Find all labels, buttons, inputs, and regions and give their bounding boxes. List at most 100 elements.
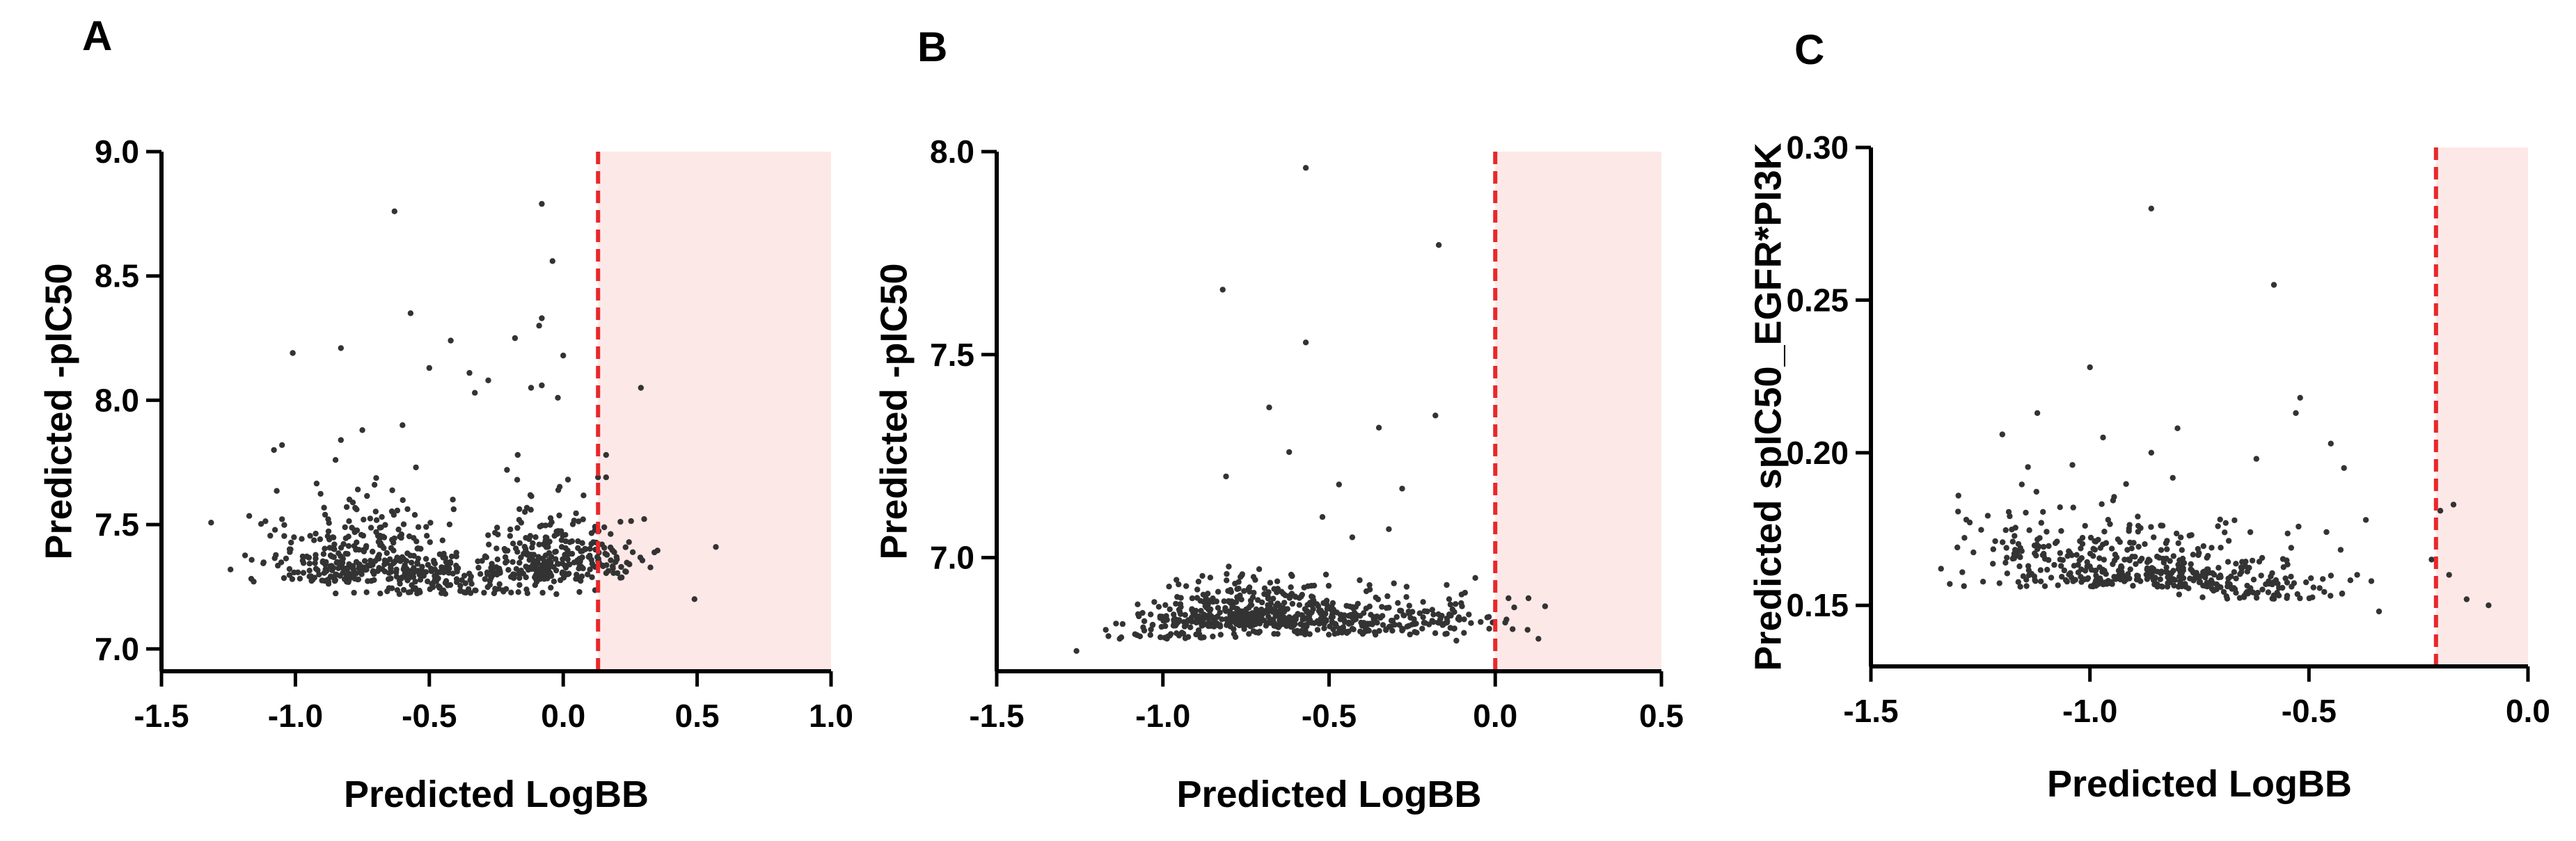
data-point	[2151, 534, 2157, 540]
data-point	[2233, 561, 2239, 567]
data-point	[331, 546, 338, 552]
data-point	[2009, 538, 2016, 545]
data-point	[2163, 568, 2169, 575]
data-point	[313, 552, 319, 558]
data-point	[2173, 530, 2180, 537]
data-point	[1386, 526, 1392, 532]
data-point	[331, 578, 338, 584]
data-point	[1289, 600, 1296, 607]
data-point	[560, 352, 567, 359]
data-point	[610, 563, 616, 570]
data-point	[1990, 546, 1996, 552]
data-point	[1261, 585, 1268, 591]
data-point	[327, 552, 334, 559]
data-point	[349, 524, 355, 531]
data-point	[1461, 616, 1467, 623]
data-point	[426, 365, 432, 371]
data-point	[1174, 577, 1180, 583]
data-point	[2258, 572, 2264, 579]
data-point	[1453, 637, 1460, 644]
data-point	[1301, 584, 1307, 591]
data-point	[287, 546, 294, 552]
data-point	[516, 582, 523, 588]
data-point	[439, 537, 445, 543]
data-point	[2269, 570, 2275, 577]
data-point	[400, 497, 406, 504]
data-point	[595, 474, 601, 481]
data-point	[394, 507, 401, 514]
data-point	[507, 533, 513, 539]
y-axis-title: Predicted spIC50_EGFR*PI3K	[1747, 143, 1789, 671]
data-point	[2265, 589, 2272, 595]
data-point	[360, 547, 366, 554]
data-point	[1422, 620, 1428, 626]
data-point	[334, 559, 340, 566]
data-point	[617, 575, 624, 581]
y-tick-label: 7.5	[930, 337, 974, 373]
data-point	[555, 528, 562, 534]
data-point	[446, 566, 452, 572]
data-point	[299, 553, 306, 560]
data-point	[1947, 581, 1953, 587]
data-point	[2284, 557, 2290, 563]
data-point	[637, 554, 644, 561]
data-point	[1189, 595, 1196, 602]
data-point	[368, 562, 374, 569]
data-point	[553, 591, 560, 598]
y-ticks: 0.15 0.20 0.25 0.30	[1786, 129, 1871, 623]
data-point	[1180, 630, 1187, 637]
data-point	[1219, 287, 1226, 293]
data-point	[1299, 627, 1305, 634]
data-point	[564, 476, 571, 483]
data-point	[466, 369, 473, 376]
data-point	[420, 572, 427, 579]
data-point	[424, 533, 430, 539]
data-point	[516, 575, 523, 582]
data-point	[1399, 486, 1405, 492]
data-point	[300, 570, 307, 576]
data-point	[390, 560, 397, 567]
data-point	[2376, 608, 2383, 615]
data-point	[1420, 599, 1426, 605]
data-point	[2099, 501, 2105, 507]
data-point	[1167, 606, 1173, 613]
data-point	[493, 564, 500, 570]
data-point	[357, 568, 364, 575]
data-point	[1250, 628, 1257, 634]
scatter-panel-a: -1.5 -1.0 -0.5 0.0 0.5 1.0 7.07.58.08.59.0 A …	[38, 13, 853, 815]
data-point	[313, 530, 319, 537]
data-point	[1267, 617, 1274, 623]
data-point	[2075, 569, 2082, 576]
data-point	[248, 556, 255, 563]
data-point	[398, 534, 404, 541]
data-point	[2450, 502, 2457, 508]
data-point	[2200, 569, 2206, 575]
data-point	[1524, 627, 1531, 633]
data-point	[2178, 570, 2185, 577]
data-point	[562, 531, 569, 538]
data-point	[2092, 568, 2099, 574]
data-point	[2058, 563, 2064, 569]
data-point	[691, 596, 697, 602]
data-point	[588, 540, 594, 547]
data-point	[576, 588, 583, 595]
data-point	[370, 568, 377, 575]
data-point	[2354, 572, 2360, 578]
data-point	[1978, 527, 1984, 533]
data-point	[2308, 575, 2314, 582]
data-point	[409, 582, 415, 588]
data-point	[278, 559, 285, 566]
data-point	[1163, 613, 1169, 619]
data-point	[1162, 602, 1169, 608]
data-point	[610, 570, 617, 576]
data-point	[1205, 591, 1211, 597]
data-point	[2123, 481, 2129, 487]
data-point	[2044, 566, 2050, 573]
data-point	[1233, 599, 1240, 605]
data-point	[2275, 593, 2282, 599]
data-point	[273, 552, 279, 559]
data-point	[377, 591, 384, 597]
data-point	[1178, 595, 1184, 601]
data-point	[1199, 623, 1205, 629]
data-point	[1119, 620, 1126, 627]
